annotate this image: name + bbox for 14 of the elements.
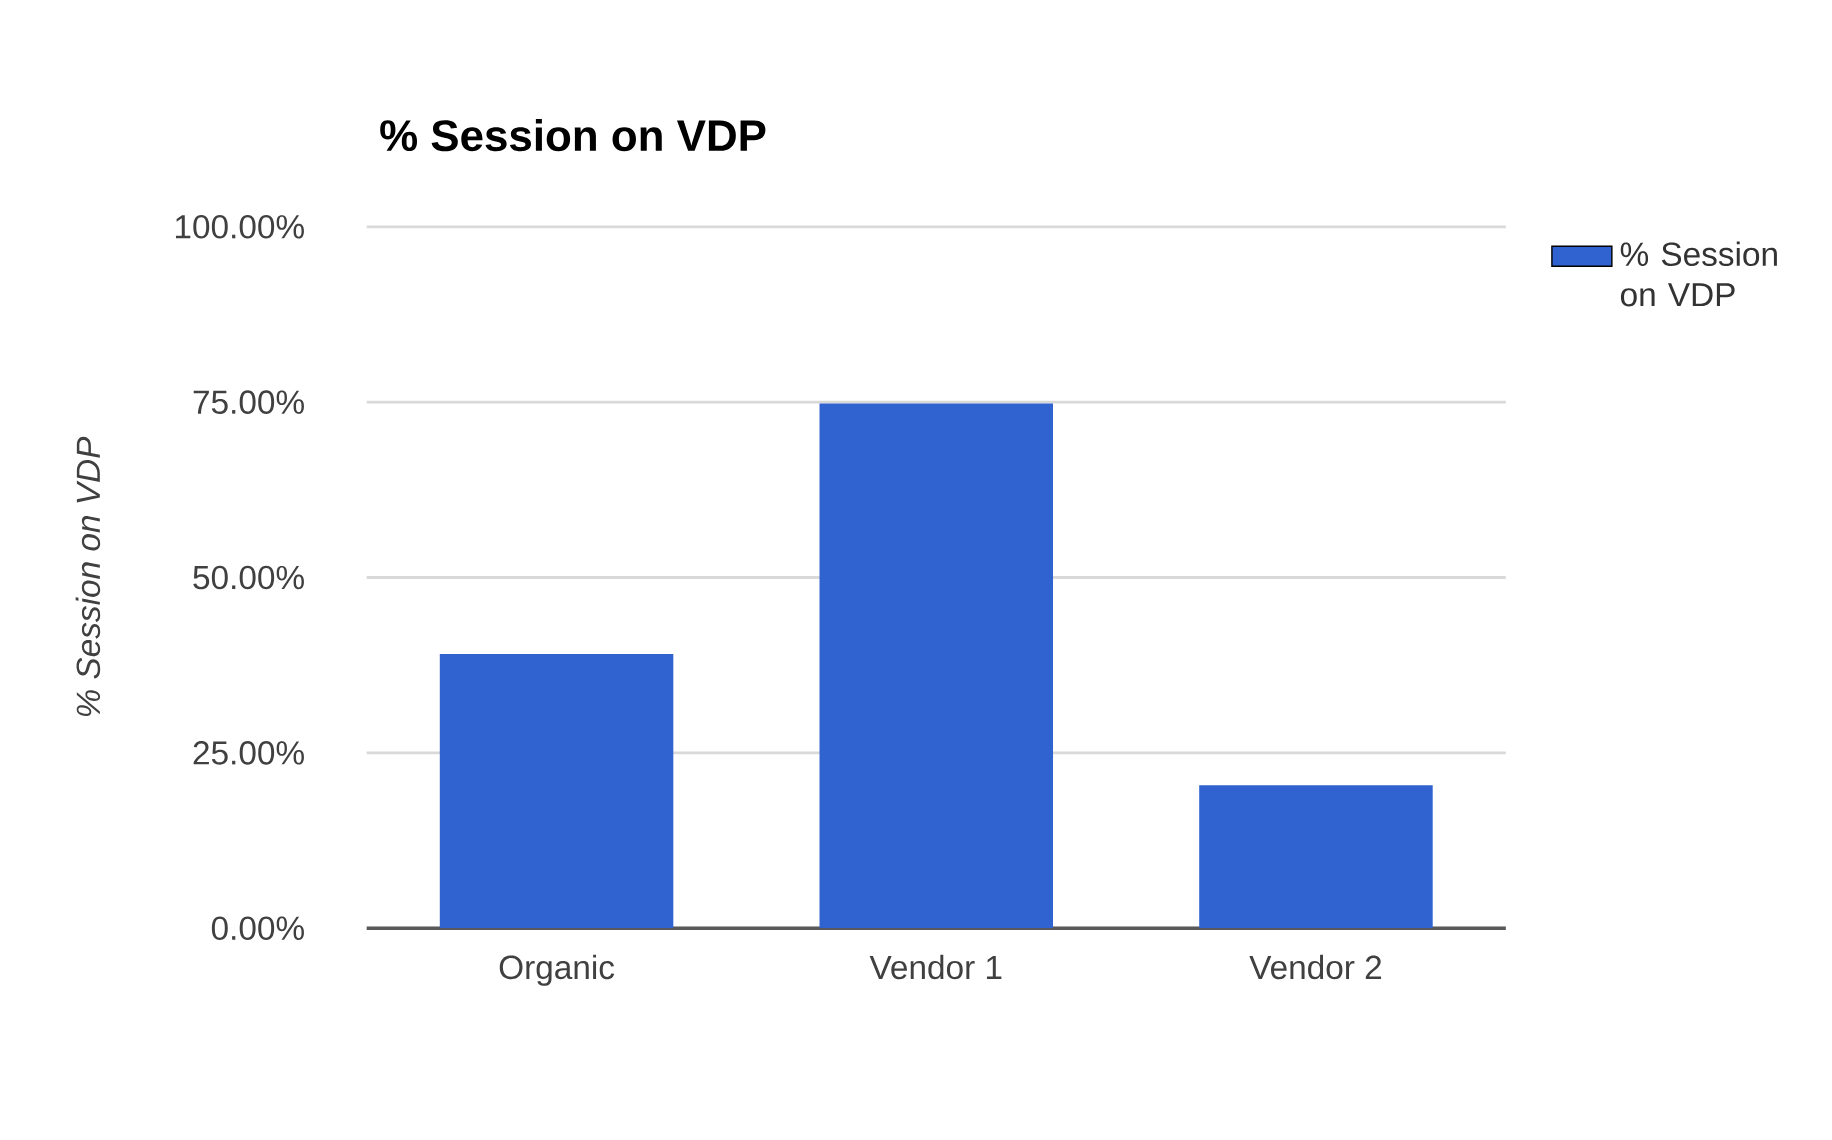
y-axis-title: % Session on VDP	[75, 436, 101, 717]
bar	[439, 653, 674, 929]
y-tick-label: 75.00%	[193, 390, 304, 414]
chart-title: % Session on VDP	[380, 118, 766, 152]
y-tick-label: 25.00%	[193, 741, 304, 765]
x-tick-label: Vendor 2	[1249, 954, 1382, 980]
y-tick-label: 0.00%	[211, 916, 304, 941]
bar	[819, 403, 1054, 929]
bar	[1199, 785, 1433, 929]
y-tick-label: 100.00%	[175, 214, 304, 239]
x-tick-label: Vendor 1	[869, 954, 1002, 980]
y-tick-label: 50.00%	[193, 565, 304, 590]
x-tick-label: Organic	[499, 954, 615, 986]
legend-label: % Session on VDP	[1620, 241, 1777, 307]
